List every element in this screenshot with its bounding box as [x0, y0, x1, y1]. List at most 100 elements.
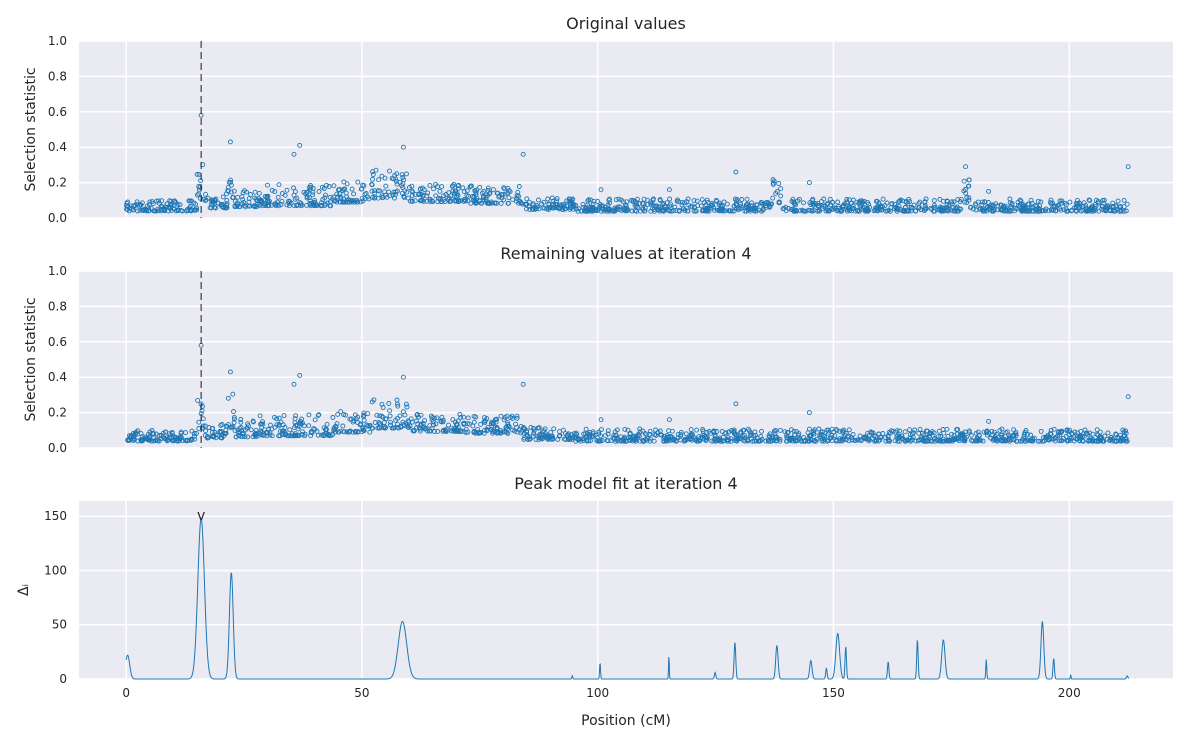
data-point	[167, 435, 172, 441]
data-point	[835, 203, 841, 209]
data-point	[807, 433, 812, 439]
data-point	[1038, 428, 1044, 434]
data-point	[981, 429, 987, 435]
data-point	[811, 428, 817, 434]
data-point	[682, 438, 688, 444]
data-point	[916, 430, 922, 436]
data-point	[561, 203, 567, 209]
data-point	[468, 200, 474, 206]
data-point	[844, 206, 850, 212]
data-point	[302, 431, 308, 437]
data-point	[776, 181, 782, 186]
data-point	[846, 197, 852, 203]
data-point	[876, 431, 882, 437]
data-point	[451, 181, 457, 187]
data-point	[603, 433, 608, 439]
data-point	[770, 181, 776, 187]
data-point	[704, 435, 710, 441]
data-point	[698, 203, 704, 209]
data-point	[818, 429, 824, 435]
data-point	[1038, 199, 1044, 205]
data-point	[865, 436, 871, 442]
data-point	[453, 198, 459, 204]
data-point	[156, 208, 161, 214]
data-point	[409, 419, 415, 425]
data-point	[739, 197, 745, 202]
data-point	[988, 204, 993, 210]
data-point	[286, 198, 292, 204]
data-point	[821, 202, 827, 208]
data-point	[131, 203, 136, 209]
data-point	[693, 208, 699, 214]
data-point	[341, 196, 347, 202]
data-point	[482, 418, 488, 424]
data-point	[220, 194, 226, 200]
data-point	[516, 184, 522, 189]
data-point	[718, 437, 724, 443]
data-point	[312, 417, 318, 423]
data-point	[920, 438, 926, 444]
y-tick-label: 150	[44, 509, 67, 523]
data-point	[724, 201, 730, 207]
data-point	[456, 198, 462, 204]
data-point	[1060, 435, 1066, 441]
data-point	[407, 423, 413, 429]
data-point	[782, 429, 788, 435]
data-point	[337, 191, 343, 197]
data-point	[837, 437, 843, 443]
data-point	[1008, 204, 1013, 210]
data-point	[473, 192, 479, 198]
data-point	[1080, 204, 1086, 210]
data-point	[1039, 208, 1045, 214]
data-point	[393, 178, 399, 184]
data-point	[506, 188, 512, 194]
data-point	[825, 208, 831, 214]
data-point	[432, 429, 437, 434]
data-point	[597, 438, 603, 444]
data-point	[647, 428, 653, 434]
data-point	[225, 395, 231, 401]
data-point	[423, 425, 429, 431]
data-point	[941, 438, 947, 444]
data-point	[217, 429, 223, 434]
data-point	[437, 188, 443, 194]
data-point	[935, 438, 941, 444]
data-point	[750, 433, 756, 439]
data-point	[193, 201, 199, 207]
data-point	[954, 204, 960, 210]
data-point	[685, 208, 691, 214]
data-point	[742, 435, 748, 441]
data-point	[655, 429, 661, 435]
data-point	[747, 433, 753, 438]
data-point	[834, 427, 840, 433]
data-point	[274, 202, 280, 208]
data-point	[793, 438, 799, 444]
panel-title: Remaining values at iteration 4	[500, 244, 751, 263]
data-point	[954, 206, 960, 212]
data-point	[440, 428, 446, 434]
data-point	[429, 417, 435, 423]
data-point	[675, 431, 681, 437]
data-point	[350, 429, 356, 435]
data-point	[327, 433, 333, 439]
data-point	[212, 198, 217, 204]
x-tick-label: 0	[122, 686, 130, 700]
data-point	[1067, 427, 1073, 433]
data-point	[209, 429, 215, 435]
data-point	[842, 432, 848, 438]
data-point	[798, 437, 804, 443]
data-point	[526, 204, 532, 210]
data-point	[819, 438, 825, 444]
data-point	[583, 426, 589, 432]
data-point	[1048, 207, 1054, 213]
data-point	[244, 189, 249, 195]
data-point	[471, 419, 477, 425]
data-point	[944, 426, 950, 432]
data-point	[633, 437, 638, 443]
data-point	[652, 208, 657, 214]
data-point	[207, 205, 213, 211]
data-point	[310, 189, 316, 195]
data-point	[907, 427, 913, 433]
data-point	[383, 425, 389, 431]
data-point	[837, 428, 843, 434]
